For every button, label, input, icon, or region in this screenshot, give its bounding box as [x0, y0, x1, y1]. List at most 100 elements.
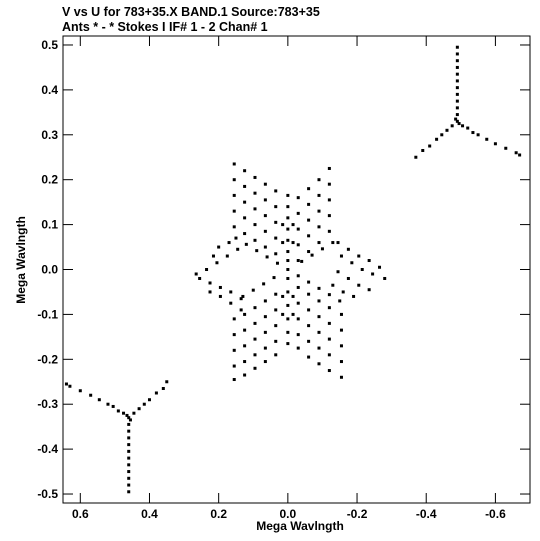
uv-point: [241, 294, 245, 298]
uv-point: [274, 308, 278, 312]
uv-point: [244, 242, 248, 246]
uv-point: [208, 290, 212, 294]
uv-point: [239, 297, 243, 301]
uv-point: [243, 169, 247, 173]
y-tick-label: 0.4: [41, 83, 58, 97]
uv-point: [455, 106, 459, 110]
uv-point: [296, 301, 300, 305]
uv-point: [455, 92, 459, 96]
uv-point: [253, 175, 257, 179]
uv-point: [263, 360, 267, 364]
uv-point: [263, 214, 267, 218]
uv-point: [263, 330, 267, 334]
uv-point: [232, 193, 236, 197]
uv-point: [232, 162, 236, 166]
uv-point: [371, 272, 375, 276]
uv-point: [327, 198, 331, 202]
uv-point: [122, 411, 126, 415]
uv-point: [485, 137, 489, 141]
uv-point: [253, 207, 257, 211]
uv-point: [307, 250, 311, 254]
uv-point: [225, 254, 229, 258]
uv-point: [243, 200, 247, 204]
uv-point: [378, 265, 382, 269]
uv-point: [198, 276, 202, 280]
uv-point: [461, 124, 465, 128]
uv-point: [232, 364, 236, 368]
uv-point: [296, 317, 300, 321]
uv-point: [236, 247, 240, 251]
uv-point: [286, 268, 290, 271]
uv-point: [455, 52, 459, 56]
uv-point: [127, 416, 131, 420]
uv-point: [327, 306, 331, 310]
x-tick-label: 0.6: [72, 507, 89, 521]
uv-point: [243, 216, 247, 220]
uv-point: [350, 261, 354, 265]
uv-point: [127, 449, 131, 453]
x-tick-label: 0.2: [210, 507, 227, 521]
uv-point: [154, 391, 158, 395]
uv-point: [68, 384, 72, 388]
uv-point: [147, 398, 151, 402]
uv-point: [455, 99, 459, 103]
uv-point: [286, 216, 290, 220]
uv-point: [161, 386, 165, 390]
uv-point: [346, 276, 350, 280]
y-tick-label: -0.1: [37, 307, 58, 321]
uv-point: [232, 178, 236, 182]
uv-point: [274, 220, 278, 224]
uv-point: [274, 292, 278, 296]
uv-point: [286, 330, 290, 334]
uv-point: [291, 294, 295, 298]
uv-point: [281, 312, 285, 316]
uv-point: [352, 294, 356, 298]
uv-point: [518, 153, 522, 157]
chart-title-line-1: V vs U for 783+35.X BAND.1 Source:783+35: [62, 5, 320, 19]
uv-point: [127, 490, 131, 494]
uv-point: [211, 254, 215, 258]
uv-point: [338, 299, 342, 303]
uv-point: [327, 166, 331, 170]
x-tick-label: -0.4: [416, 507, 437, 521]
uv-point: [275, 261, 279, 265]
uv-point: [263, 299, 267, 303]
uv-point: [208, 281, 212, 285]
uv-point: [227, 241, 231, 245]
uv-point: [307, 280, 311, 284]
chart-title-line-2: Ants * - * Stokes I IF# 1 - 2 Chan# 1: [62, 20, 268, 34]
uv-point: [251, 288, 255, 292]
uv-point: [142, 402, 146, 406]
uv-point: [128, 418, 132, 422]
uv-point: [286, 317, 290, 321]
uv-point: [339, 375, 343, 379]
uv-point: [229, 290, 233, 294]
uv-point: [339, 312, 343, 316]
uv-point: [471, 131, 475, 135]
uv-point: [336, 270, 340, 274]
uv-point: [291, 241, 295, 245]
uv-point: [281, 294, 285, 298]
uv-point: [317, 362, 321, 366]
uv-point: [466, 126, 470, 130]
uv-point: [331, 283, 335, 287]
y-tick-label: 0.2: [41, 173, 58, 187]
uv-point: [127, 483, 131, 487]
uv-point: [346, 247, 350, 251]
uv-point: [307, 308, 311, 312]
y-axis-label: Mega Wavlngth: [14, 216, 28, 304]
uv-point: [274, 324, 278, 328]
uv-point: [296, 333, 300, 337]
uv-point: [476, 133, 480, 137]
uv-point: [286, 303, 290, 307]
uv-point: [263, 229, 267, 233]
uv-point: [291, 223, 295, 227]
x-tick-label: -0.6: [485, 507, 506, 521]
uv-point: [421, 149, 425, 153]
uv-point: [165, 380, 169, 384]
uv-point: [262, 282, 266, 286]
uv-point: [317, 225, 321, 229]
uv-point: [317, 286, 321, 290]
uv-point: [243, 232, 247, 236]
y-tick-label: -0.3: [37, 397, 58, 411]
